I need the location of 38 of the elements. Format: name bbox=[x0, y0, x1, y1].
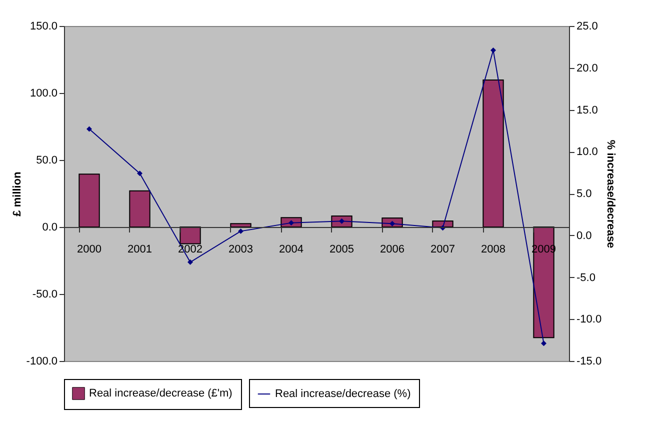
legend-label: Real increase/decrease (£'m) bbox=[89, 388, 232, 400]
y-tick-label: 100.0 bbox=[30, 88, 58, 100]
x-tick-label: 2007 bbox=[430, 244, 455, 256]
bar bbox=[533, 226, 554, 338]
y2-tick-label: -15.0 bbox=[576, 356, 602, 368]
bar bbox=[482, 80, 504, 228]
bar bbox=[78, 174, 100, 228]
y-tick-label: 0.0 bbox=[42, 222, 58, 234]
y-tick-label: -50.0 bbox=[32, 288, 58, 300]
legend-label: Real increase/decrease (%) bbox=[275, 388, 411, 400]
y2-tick-label: -5.0 bbox=[576, 272, 596, 284]
bar bbox=[230, 223, 252, 228]
point bbox=[137, 170, 142, 176]
y-axis-title: £ million bbox=[11, 171, 24, 216]
point bbox=[238, 228, 244, 234]
x-tick-label: 2004 bbox=[279, 244, 304, 256]
y2-tick-label: 25.0 bbox=[576, 20, 598, 32]
y2-tick-label: -10.0 bbox=[576, 314, 602, 326]
point bbox=[490, 48, 496, 54]
x-tick-label: 2003 bbox=[228, 244, 253, 256]
point bbox=[541, 340, 546, 346]
x-tick-label: 2005 bbox=[330, 244, 354, 256]
y2-tick-label: 15.0 bbox=[576, 104, 598, 116]
y-tick-label: 50.0 bbox=[36, 154, 58, 166]
x-tick-label: 2008 bbox=[481, 244, 506, 256]
y2-tick-label: 0.0 bbox=[576, 230, 592, 242]
y2-axis-title: % increase/decrease bbox=[604, 140, 617, 248]
y2-tick-label: 20.0 bbox=[576, 62, 598, 74]
point bbox=[188, 259, 193, 265]
y2-tick-label: 5.0 bbox=[576, 188, 592, 200]
x-tick-label: 2001 bbox=[128, 244, 152, 256]
x-tick-label: 2000 bbox=[77, 244, 102, 256]
y-tick-label: -100.0 bbox=[26, 356, 58, 368]
bar bbox=[180, 226, 201, 244]
bar bbox=[129, 190, 150, 228]
x-tick-label: 2006 bbox=[380, 244, 404, 256]
y-tick-label: 150.0 bbox=[30, 20, 58, 32]
y2-tick-label: 10.0 bbox=[576, 146, 598, 158]
